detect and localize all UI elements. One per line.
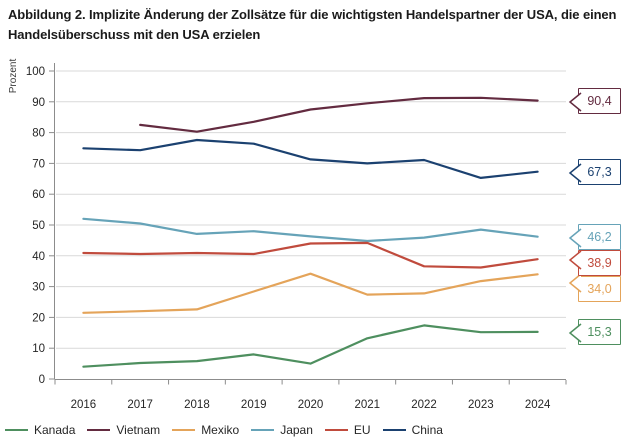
callout-arrow-icon (568, 163, 581, 183)
legend-label: China (411, 423, 443, 437)
series-line-mexiko (82, 272, 539, 314)
legend-item-japan: Japan (251, 423, 313, 437)
x-tick-label: 2016 (71, 399, 97, 411)
legend-line-swatch (382, 428, 406, 432)
y-tick-label: 40 (32, 251, 45, 263)
x-tick-label: 2018 (184, 399, 210, 411)
end-value-callout-kanada: 15,3 (568, 318, 621, 345)
y-tick-label: 60 (32, 189, 45, 201)
legend-label: Mexiko (201, 423, 240, 437)
end-value-label: 34,0 (587, 281, 612, 296)
legend-line-swatch (172, 428, 196, 432)
y-tick-label: 50 (32, 220, 45, 232)
end-value-label: 38,9 (587, 255, 612, 270)
x-tick-label: 2024 (525, 399, 551, 411)
series-line-kanada (82, 324, 539, 368)
end-value-label: 67,3 (587, 164, 612, 179)
legend-item-vietnam: Vietnam (87, 423, 160, 437)
end-value-callout-japan: 46,2 (568, 223, 621, 250)
legend-label: EU (353, 423, 371, 437)
x-tick-label: 2020 (298, 399, 324, 411)
callout-arrow-icon (568, 228, 581, 248)
end-value-callout-china: 67,3 (568, 158, 621, 185)
legend-line-swatch (5, 428, 28, 432)
x-tick-label: 2021 (354, 399, 380, 411)
y-tick-label: 0 (39, 374, 45, 386)
y-tick-label: 80 (32, 128, 45, 140)
series-line-eu (82, 241, 539, 269)
end-value-label: 15,3 (587, 324, 612, 339)
y-tick-label: 70 (32, 158, 45, 170)
legend-line-swatch (251, 428, 275, 432)
x-tick-label: 2017 (127, 399, 153, 411)
legend: Kanada Vietnam Mexiko Japan EU China (5, 420, 625, 440)
y-tick-label: 30 (32, 282, 45, 294)
legend-label: Kanada (34, 423, 76, 437)
end-value-label: 90,4 (587, 93, 612, 108)
y-tick-label: 90 (32, 97, 45, 109)
series-line-vietnam (139, 96, 539, 133)
end-value-callout-vietnam: 90,4 (568, 87, 621, 114)
y-tick-label: 100 (26, 66, 45, 78)
series-line-japan (82, 217, 539, 243)
figure-title: Abbildung 2. Implizite Änderung der Zoll… (8, 7, 617, 42)
y-tick-label: 10 (32, 343, 45, 355)
legend-label: Japan (280, 423, 313, 437)
callout-arrow-icon (568, 250, 581, 270)
legend-item-mexiko: Mexiko (172, 423, 239, 437)
callout-arrow-icon (568, 91, 581, 112)
legend-line-swatch (324, 428, 348, 432)
x-tick-label: 2023 (468, 399, 494, 411)
x-tick-label: 2019 (241, 399, 267, 411)
end-value-callout-mexiko: 34,0 (568, 273, 621, 302)
legend-line-swatch (87, 428, 111, 432)
end-value-label: 46,2 (587, 229, 612, 244)
end-value-callout-eu: 38,9 (568, 249, 621, 276)
x-tick-label: 2022 (411, 399, 437, 411)
series-line-china (82, 138, 539, 179)
legend-label: Vietnam (116, 423, 161, 437)
y-tick-label: 20 (32, 312, 45, 324)
legend-item-china: China (382, 423, 443, 437)
callout-arrow-icon (568, 273, 581, 293)
legend-item-kanada: Kanada (5, 423, 75, 437)
legend-item-eu: EU (324, 423, 371, 437)
callout-arrow-icon (568, 323, 581, 343)
